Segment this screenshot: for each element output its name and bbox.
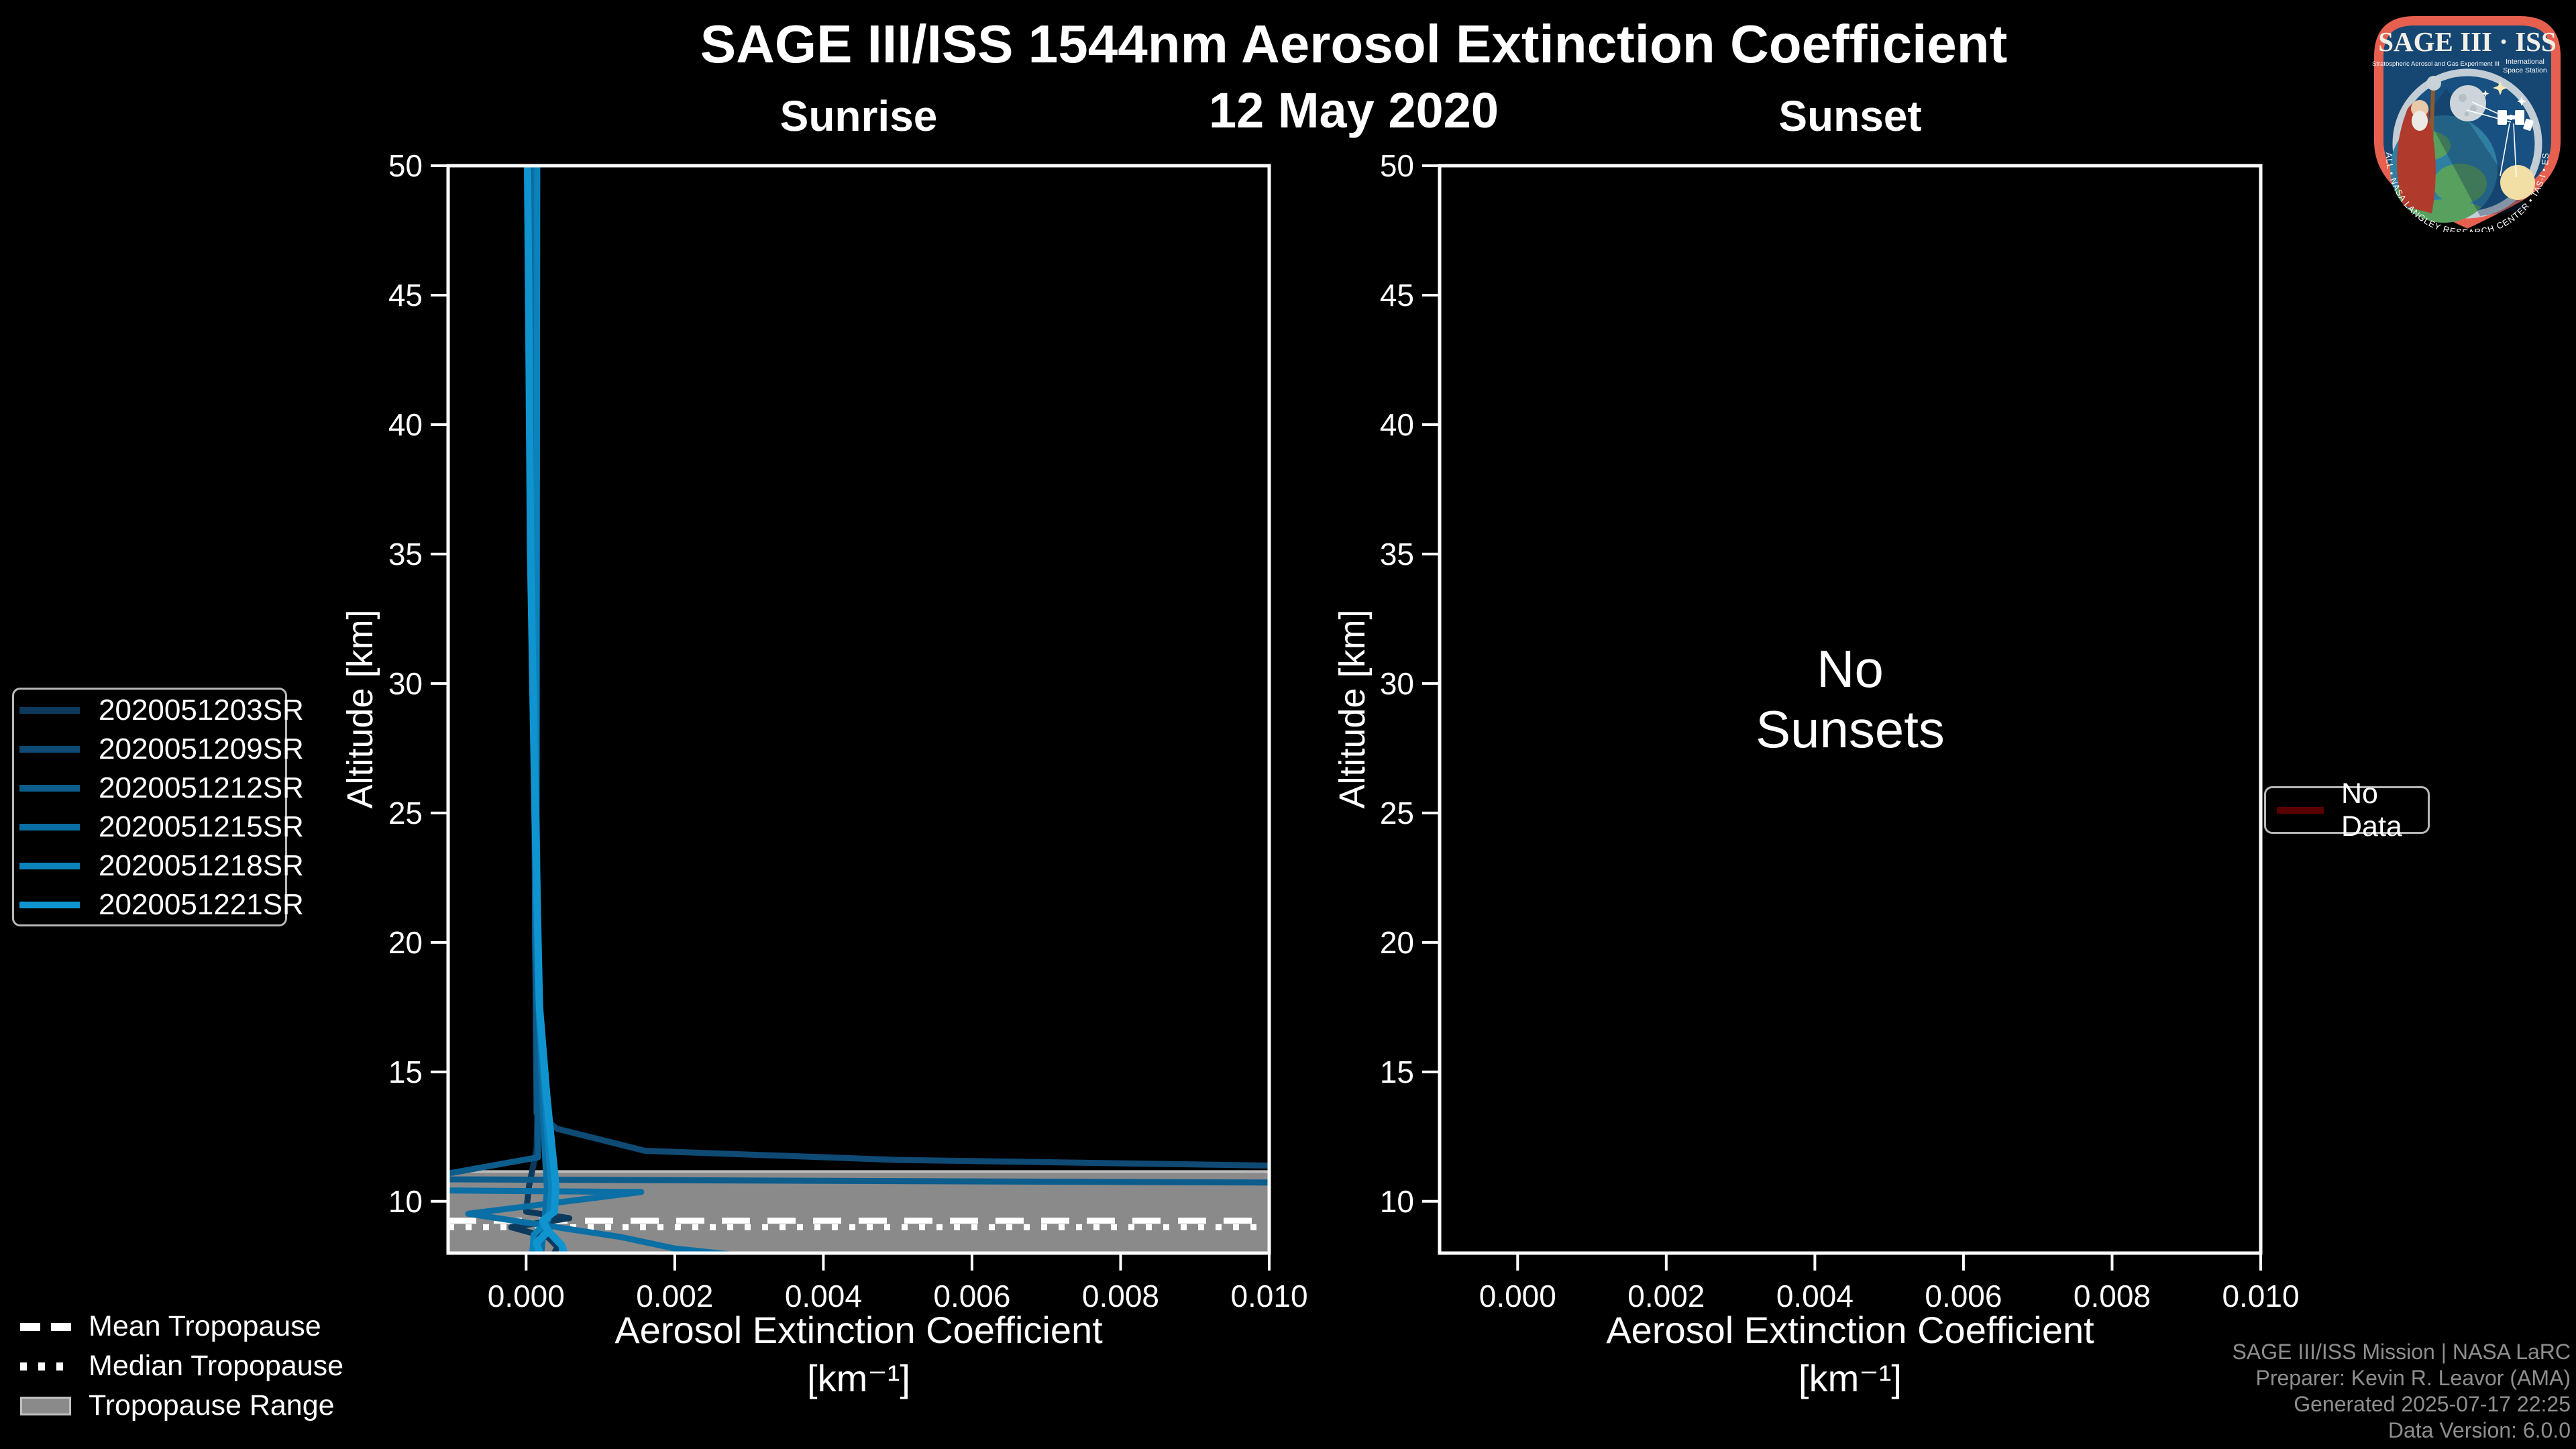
sunrise-y-tick-label: 15 [388, 1055, 423, 1089]
sunset-x-tick-label: 0.006 [1925, 1279, 2002, 1313]
event-series-legend: 2020051203SR 2020051209SR 2020051212SR 2020… [12, 688, 304, 926]
sunset-axes-frame [1438, 164, 2263, 1255]
sunset-x-axis-label: Aerosol Extinction Coefficient [1606, 1309, 2094, 1351]
no-data-legend: No Data [2264, 777, 2430, 843]
patch-subtitle-right1: International [2506, 58, 2544, 66]
legend-series-label: 2020051215SR [99, 810, 304, 843]
no-data-label: No Data [2341, 777, 2402, 843]
sunrise-x-axis-label: Aerosol Extinction Coefficient [614, 1309, 1103, 1351]
legend-line-swatch [19, 863, 80, 869]
sunrise-y-tick-label: 30 [388, 666, 423, 701]
legend-line-swatch [19, 902, 80, 908]
tropopause-range-label: Tropopause Range [89, 1389, 335, 1421]
sunrise-y-tick-label: 35 [388, 537, 423, 572]
sunrise-tropopause-range-band [448, 1171, 1269, 1253]
sunrise-y-tick-label: 25 [388, 796, 423, 830]
sage-iii-iss-mission-patch: SAGE III · ISS Stratospheric Aerosol and… [2366, 8, 2561, 232]
legend-row-median-tropopause: Median Tropopause [20, 1346, 343, 1386]
sunset-x-tick-label: 0.000 [1479, 1279, 1556, 1313]
legend-series-label: 2020051221SR [99, 888, 304, 921]
legend-line-swatch [19, 785, 80, 792]
patch-title: SAGE III · ISS [2378, 26, 2557, 57]
sunset-y-axis-label: Altitude [km] [1332, 609, 1373, 809]
credits-data-version: Data Version: 6.0.0 [2387, 1418, 2571, 1442]
sunset-y-tick-label: 20 [1380, 925, 1414, 960]
legend-series-label: 2020051209SR [99, 733, 304, 765]
legend-row-2020051221SR: 2020051221SR [14, 885, 304, 924]
legend-row-tropopause-range: Tropopause Range [20, 1386, 343, 1426]
sunset-x-tick-label: 0.008 [2074, 1279, 2151, 1313]
sunrise-x-axis-units: [km⁻¹] [807, 1357, 910, 1399]
legend-line-swatch [19, 746, 80, 753]
legend-row-2020051215SR: 2020051215SR [14, 808, 304, 847]
sunrise-x-tick-label: 0.006 [933, 1279, 1010, 1313]
legend-row-2020051203SR: 2020051203SR [14, 691, 304, 730]
no-sunsets-line2: Sunsets [1756, 700, 1945, 759]
patch-subtitle-left: Stratospheric Aerosol and Gas Experiment… [2372, 60, 2500, 68]
profile-line-2020051221SR [524, 166, 568, 1253]
sunset-x-axis-units: [km⁻¹] [1799, 1357, 1902, 1399]
no-sunsets-message: No Sunsets [1756, 639, 1945, 759]
sunset-y-tick-label: 45 [1380, 278, 1414, 313]
legend-row-2020051212SR: 2020051212SR [14, 769, 304, 808]
sunset-x-tick-label: 0.002 [1627, 1279, 1705, 1313]
sunrise-y-tick-label: 40 [388, 407, 423, 442]
mean-tropopause-dash-swatch [20, 1322, 71, 1331]
tropopause-legend: Mean Tropopause Median Tropopause Tropop… [20, 1307, 343, 1426]
date-subtitle: 12 May 2020 [1208, 83, 1499, 138]
sunrise-x-tick-label: 0.004 [785, 1279, 862, 1313]
patch-moon [2450, 85, 2486, 121]
legend-series-label: 2020051203SR [99, 694, 304, 727]
sunrise-x-tick-label: 0.010 [1230, 1279, 1307, 1313]
no-sunsets-line1: No [1817, 639, 1884, 698]
legend-row-2020051209SR: 2020051209SR [14, 730, 304, 769]
profile-line-2020051212SR [448, 166, 1269, 1186]
sunrise-x-tick-label: 0.002 [636, 1279, 713, 1313]
sunset-y-tick-label: 15 [1380, 1055, 1414, 1089]
patch-subtitle-right2: Space Station [2503, 66, 2547, 74]
credits-mission: SAGE III/ISS Mission | NASA LaRC [2232, 1340, 2571, 1364]
legend-line-swatch [19, 824, 80, 830]
patch-stars [2481, 80, 2526, 106]
legend-series-label: 2020051218SR [99, 849, 304, 882]
legend-series-label: 2020051212SR [99, 771, 304, 804]
sunset-y-tick-label: 30 [1380, 666, 1414, 701]
legend-row-mean-tropopause: Mean Tropopause [20, 1307, 343, 1346]
patch-sun [2500, 165, 2535, 200]
credits-preparer: Preparer: Kevin R. Leavor (AMA) [2255, 1366, 2571, 1390]
sunrise-y-tick-label: 45 [388, 278, 423, 313]
legend-row-2020051218SR: 2020051218SR [14, 847, 304, 885]
median-tropopause-label: Median Tropopause [89, 1350, 344, 1382]
sunrise-axes-frame [446, 164, 1271, 1255]
legend-line-swatch [19, 707, 80, 714]
mean-tropopause-label: Mean Tropopause [89, 1310, 321, 1342]
sunset-panel-title: Sunset [1778, 92, 1922, 140]
sunset-x-tick-label: 0.004 [1776, 1279, 1854, 1313]
profile-line-2020051221SR [533, 1227, 552, 1253]
median-tropopause-dot-swatch [20, 1362, 71, 1371]
credits-block: SAGE III/ISS Mission | NASA LaRC Prepare… [2233, 1339, 2571, 1444]
tropopause-range-swatch [20, 1396, 71, 1415]
sunset-y-tick-label: 25 [1380, 796, 1414, 830]
no-data-line-swatch [2277, 806, 2324, 814]
sunrise-y-tick-label: 10 [388, 1184, 423, 1219]
sunrise-y-tick-label: 50 [388, 148, 423, 183]
patch-figure [2396, 76, 2441, 213]
sunset-y-tick-label: 10 [1380, 1184, 1414, 1219]
sunrise-y-tick-label: 20 [388, 925, 423, 960]
sunset-y-tick-label: 35 [1380, 537, 1414, 572]
sunrise-x-tick-label: 0.000 [488, 1279, 565, 1313]
sunset-x-tick-label: 0.010 [2222, 1279, 2299, 1313]
profile-line-2020051209SR [529, 166, 1269, 1169]
sunrise-y-axis-label: Altitude [km] [340, 609, 380, 809]
page-title: SAGE III/ISS 1544nm Aerosol Extinction C… [700, 14, 2008, 74]
sunrise-panel-title: Sunrise [780, 92, 938, 140]
credits-generated: Generated 2025-07-17 22:25 [2294, 1392, 2571, 1416]
sunset-y-tick-label: 50 [1380, 148, 1414, 183]
sunset-y-tick-label: 40 [1380, 407, 1414, 442]
patch-iss [2498, 110, 2534, 131]
sunrise-x-tick-label: 0.008 [1082, 1279, 1159, 1313]
